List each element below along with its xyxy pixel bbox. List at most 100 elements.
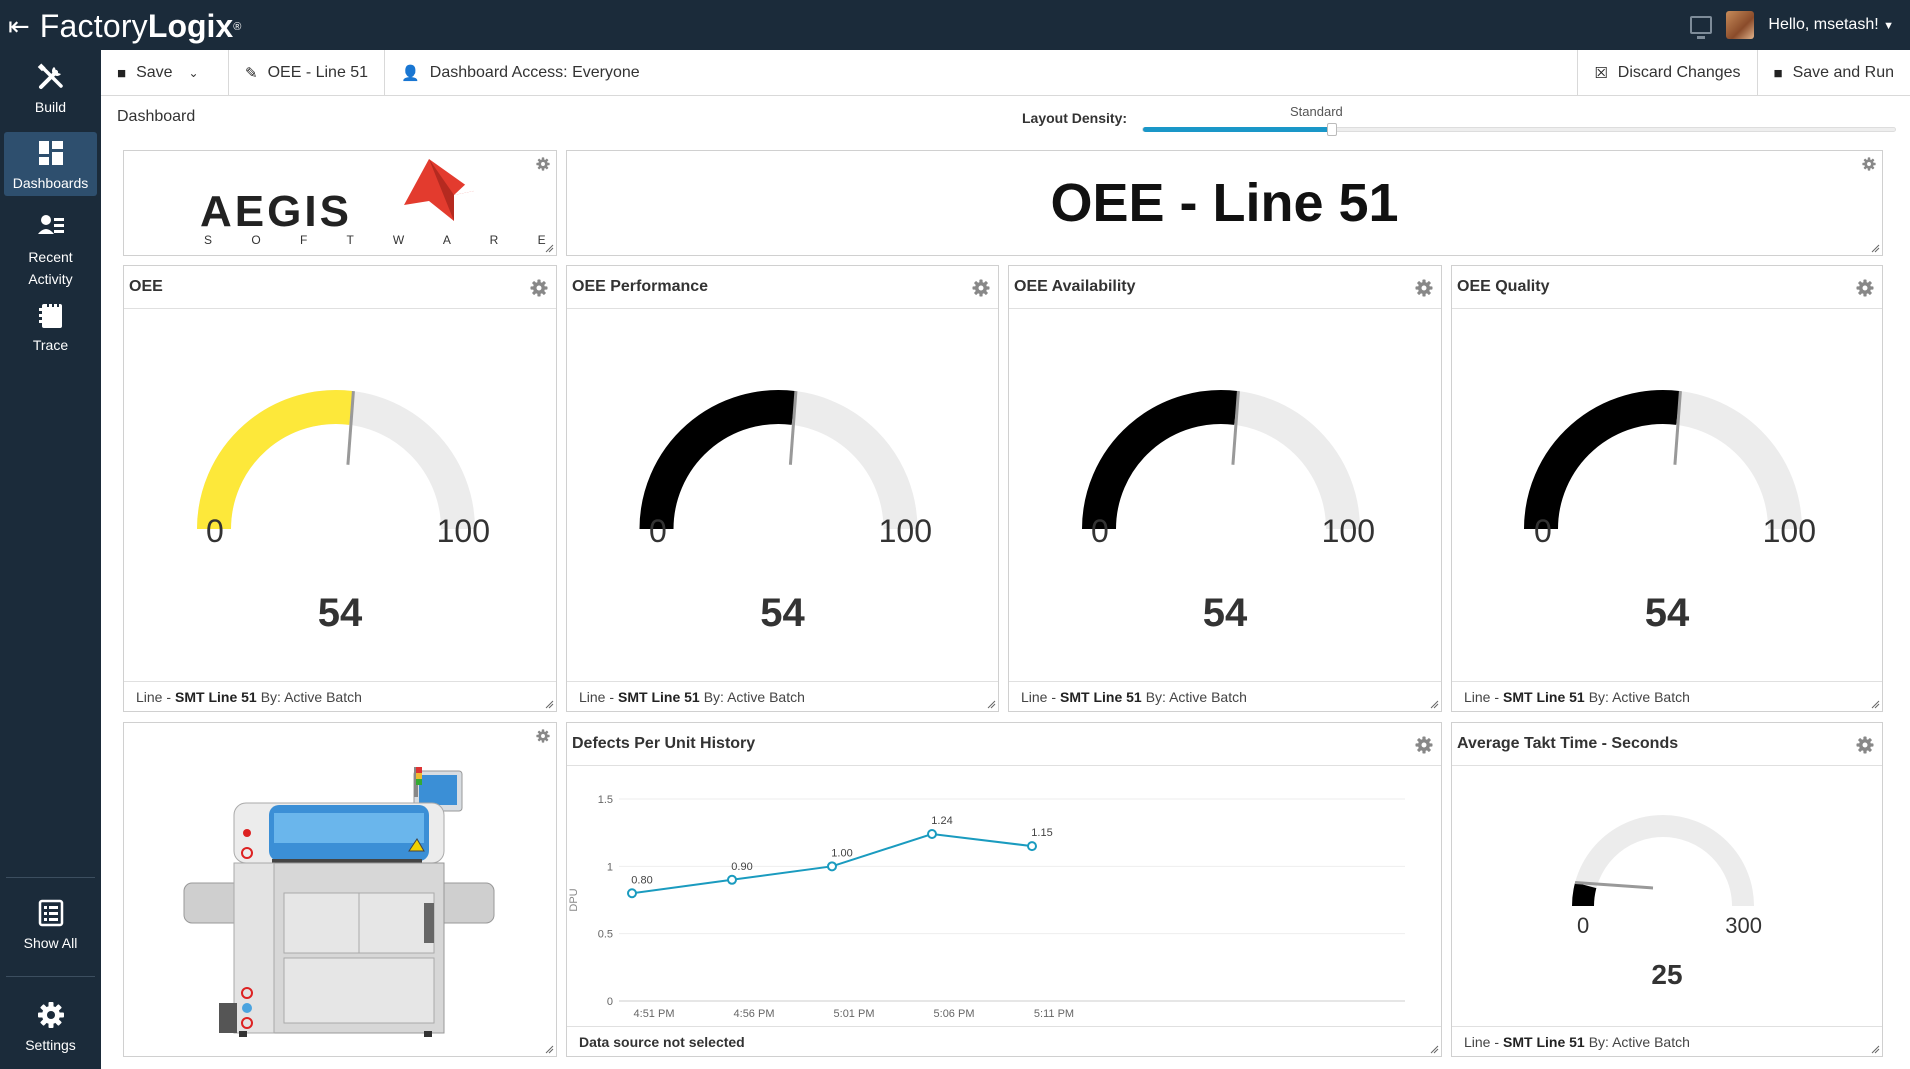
list-icon xyxy=(38,899,63,927)
save-button[interactable]: ■ Save ⌄ xyxy=(101,50,229,96)
app-logo[interactable]: ⇤ Factory Logix ® xyxy=(8,8,241,45)
avatar[interactable] xyxy=(1726,11,1755,39)
resize-handle-icon[interactable] xyxy=(1429,1044,1439,1054)
recent-activity-icon xyxy=(37,215,64,234)
data-point[interactable] xyxy=(1027,841,1037,852)
floppy-icon: ■ xyxy=(1773,64,1783,82)
data-label: 1.24 xyxy=(931,815,952,827)
save-and-run-button[interactable]: ■ Save and Run xyxy=(1758,50,1910,96)
top-bar: ⇤ Factory Logix ® Hello, msetash! ▼ xyxy=(0,0,1910,50)
gauge-min-label: 0 xyxy=(206,513,224,549)
discard-icon: ☒ xyxy=(1594,65,1608,82)
slider-handle[interactable] xyxy=(1326,123,1337,136)
aegis-tagline: S O F T W A R E xyxy=(204,233,564,247)
data-point[interactable] xyxy=(727,874,737,885)
floppy-icon: ■ xyxy=(117,64,127,82)
layout-density-value: Standard xyxy=(1290,104,1343,119)
y-tick-label: 1 xyxy=(607,861,613,873)
gauge-value: 54 xyxy=(317,591,363,635)
discard-changes-button[interactable]: ☒ Discard Changes xyxy=(1578,50,1758,96)
gauge-dial xyxy=(1082,390,1360,530)
x-tick-label: 5:11 PM xyxy=(1034,1008,1074,1020)
gauge-dial xyxy=(1524,390,1802,530)
sidebar-item-trace[interactable]: Trace xyxy=(0,300,101,356)
panel-settings-icon[interactable] xyxy=(1856,736,1874,754)
greeting: Hello, msetash! xyxy=(1768,16,1879,33)
gauge-value: 54 xyxy=(760,591,805,635)
sidebar-item-show-all[interactable]: Show All xyxy=(0,898,101,954)
x-tick-label: 5:06 PM xyxy=(934,1008,975,1020)
sidebar-item-build[interactable]: Build xyxy=(0,62,101,118)
panel-settings-icon[interactable] xyxy=(530,279,548,297)
resize-handle-icon[interactable] xyxy=(544,699,554,709)
sidebar-label-build: Build xyxy=(34,99,67,115)
slider-fill xyxy=(1143,127,1332,132)
data-point[interactable] xyxy=(927,829,937,840)
data-label: 1.00 xyxy=(831,847,852,859)
data-point[interactable] xyxy=(827,861,837,872)
gauge-min-label: 0 xyxy=(1577,913,1590,938)
user-menu[interactable]: Hello, msetash! ▼ xyxy=(1768,16,1894,34)
toolbar-spacer xyxy=(656,50,1579,95)
data-label: 0.80 xyxy=(631,874,652,886)
panel-settings-icon[interactable] xyxy=(972,279,990,297)
logo-panel: AEGIS S O F T W A R E xyxy=(123,150,557,256)
sidebar-item-recent-activity[interactable]: Recent Activity xyxy=(0,212,101,290)
chevron-down-icon[interactable]: ⌄ xyxy=(188,66,199,80)
resize-handle-icon[interactable] xyxy=(986,699,996,709)
footer-suffix: By: Active Batch xyxy=(260,688,362,705)
panel-title: Defects Per Unit History xyxy=(567,723,1441,766)
panel-footer: Data source not selected xyxy=(567,1026,1441,1056)
x-tick-label: 4:56 PM xyxy=(734,1008,775,1020)
gauge-dial xyxy=(197,390,475,530)
collapse-icon[interactable]: ⇤ xyxy=(8,11,30,41)
discard-label: Discard Changes xyxy=(1617,64,1741,81)
footer-line-name: SMT Line 51 xyxy=(1503,688,1585,705)
panel-settings-icon[interactable] xyxy=(536,729,550,743)
resize-handle-icon[interactable] xyxy=(1870,699,1880,709)
monitor-icon[interactable] xyxy=(1690,16,1713,39)
panel-title: Average Takt Time - Seconds xyxy=(1452,723,1882,766)
resize-handle-icon[interactable] xyxy=(1429,699,1439,709)
dashboard-name-button[interactable]: ✎ OEE - Line 51 xyxy=(229,50,386,96)
panel-title: OEE Availability xyxy=(1009,266,1441,309)
toolbar: ■ Save ⌄ ✎ OEE - Line 51 👤 Dashboard Acc… xyxy=(101,50,1910,96)
gauge-min-label: 0 xyxy=(1534,513,1552,549)
footer-prefix: Line - xyxy=(1021,688,1057,705)
dashboard-title-text: OEE - Line 51 xyxy=(1050,173,1399,233)
panel-settings-icon[interactable] xyxy=(1856,279,1874,297)
x-tick-label: 5:01 PM xyxy=(834,1008,875,1020)
panel-settings-icon[interactable] xyxy=(1415,279,1433,297)
resize-handle-icon[interactable] xyxy=(544,1044,554,1054)
gauge-needle xyxy=(346,390,355,465)
panel-settings-icon[interactable] xyxy=(1415,736,1433,754)
caret-down-icon: ▼ xyxy=(1883,20,1894,32)
takt-time-panel: Average Takt Time - Seconds 0 300 25 Lin… xyxy=(1451,722,1883,1057)
resize-handle-icon[interactable] xyxy=(1870,1044,1880,1054)
gauge-max-label: 100 xyxy=(1762,513,1816,549)
footer-suffix: By: Active Batch xyxy=(703,688,805,705)
y-axis-label: DPU xyxy=(568,888,580,911)
footer-line-name: SMT Line 51 xyxy=(175,688,257,705)
sidebar-item-dashboards[interactable]: Dashboards xyxy=(4,132,97,196)
footer-suffix: By: Active Batch xyxy=(1588,1033,1690,1050)
footer-line-name: SMT Line 51 xyxy=(618,688,700,705)
sidebar: Build Dashboards Recent Activity Trace S xyxy=(0,50,101,1069)
dpu-line-chart: 0 0.5 1 1.5 DPU 0.80 4:51 PM 0.90 4:56 PM 1.00 5:0… xyxy=(568,794,1405,1020)
aegis-logo xyxy=(404,159,474,221)
sidebar-divider xyxy=(6,976,95,977)
gauge-needle xyxy=(1574,880,1654,890)
resize-handle-icon[interactable] xyxy=(544,243,554,253)
sidebar-label-show-all: Show All xyxy=(23,935,78,951)
sidebar-item-settings[interactable]: Settings xyxy=(0,1000,101,1056)
dashboard-access-button[interactable]: 👤 Dashboard Access: Everyone xyxy=(385,50,656,96)
panel-settings-icon[interactable] xyxy=(1862,157,1876,171)
layout-density-slider[interactable] xyxy=(1142,123,1896,136)
footer-prefix: Line - xyxy=(579,688,615,705)
panel-settings-icon[interactable] xyxy=(536,157,550,171)
tools-icon xyxy=(37,63,63,89)
resize-handle-icon[interactable] xyxy=(1870,243,1880,253)
data-point[interactable] xyxy=(627,888,637,899)
gauge-needle xyxy=(788,390,798,465)
gauge-panel-oee: OEE 0 100 54 Line - SMT Line 51 By: Acti… xyxy=(123,265,557,712)
